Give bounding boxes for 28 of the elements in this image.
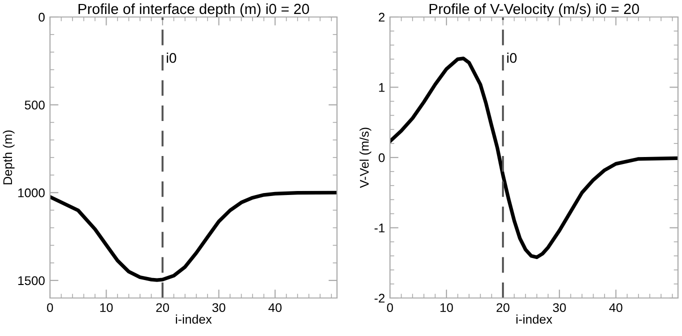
y-tick-label: 500 xyxy=(24,100,45,110)
y-tick-label: 2 xyxy=(378,12,385,22)
y-tick-label: 1000 xyxy=(18,188,45,198)
y-axis-title: Depth (m) xyxy=(2,130,15,184)
y-tick-label: -2 xyxy=(374,294,385,303)
x-tick-label: 10 xyxy=(100,303,113,312)
ref-line-label: i0 xyxy=(166,52,176,63)
x-tick-label: 0 xyxy=(47,303,53,312)
y-axis-title: V-Vel (m/s) xyxy=(360,128,372,188)
y-tick-label: -1 xyxy=(374,224,385,232)
x-axis-title: i-index xyxy=(516,314,552,324)
y-tick-label: 0 xyxy=(38,12,45,22)
chart-title: Profile of interface depth (m) i0 = 20 xyxy=(78,3,310,17)
chart-title: Profile of V-Velocity (m/s) i0 = 20 xyxy=(430,3,640,17)
x-tick-label: 30 xyxy=(212,303,226,312)
x-tick-label: 40 xyxy=(268,303,282,312)
ref-line-label: i0 xyxy=(507,52,517,63)
y-tick-label: 1 xyxy=(379,83,385,92)
x-tick-label: 10 xyxy=(440,303,453,312)
y-tick-label: 1500 xyxy=(18,276,45,286)
x-tick-label: 20 xyxy=(156,303,170,312)
x-tick-label: 20 xyxy=(496,303,510,312)
x-tick-label: 40 xyxy=(609,303,622,312)
x-axis-title: i-index xyxy=(176,314,212,324)
x-tick-label: 30 xyxy=(552,303,566,312)
y-tick-label: 0 xyxy=(378,153,385,162)
x-tick-label: 0 xyxy=(387,303,393,312)
line-series xyxy=(50,190,337,282)
